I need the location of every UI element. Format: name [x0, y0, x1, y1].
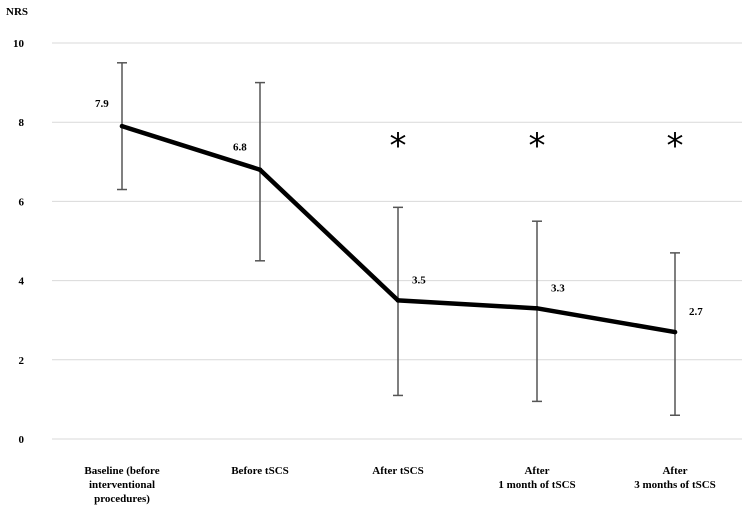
significance-star-2: *	[390, 126, 407, 166]
x-tick-label-line: Before tSCS	[231, 465, 289, 477]
y-axis-label: NRS	[6, 6, 28, 18]
x-tick-label-line: procedures)	[94, 493, 150, 505]
data-point-0	[119, 123, 125, 129]
series-line	[119, 123, 678, 335]
series-segment-0	[119, 123, 263, 172]
significance-star-4: *	[667, 126, 684, 166]
x-axis-ticks: Baseline (before interventional procedures…	[84, 465, 715, 505]
x-tick-label-line: After	[662, 465, 687, 477]
significance-markers: * * *	[390, 126, 684, 166]
data-label-3: 3.3	[551, 282, 565, 294]
series-segment-3	[534, 306, 678, 335]
x-tick-label-line: After	[524, 465, 549, 477]
data-label-2: 3.5	[412, 274, 426, 286]
x-tick-label-line: interventional	[89, 479, 155, 491]
x-tick-label-1: Before tSCS	[231, 465, 289, 477]
grid-lines	[52, 42, 742, 440]
data-labels: 7.9 6.8 3.5 3.3 2.7	[95, 98, 703, 318]
x-tick-label-2: After tSCS	[372, 465, 423, 477]
data-label-4: 2.7	[689, 306, 703, 318]
y-tick-label: 8	[19, 117, 25, 129]
series-segment-2	[395, 298, 540, 311]
x-tick-label-0: Baseline (before interventional procedures…	[84, 465, 159, 505]
x-tick-label-line: 1 month of tSCS	[498, 479, 575, 491]
y-axis-ticks: 0 2 4 6 8 10	[13, 38, 25, 446]
error-bars	[117, 62, 680, 416]
data-point-2	[395, 298, 401, 303]
data-point-3	[534, 306, 540, 311]
data-point-4	[672, 329, 678, 335]
error-bar-3	[532, 220, 542, 403]
x-tick-label-3: After 1 month of tSCS	[498, 465, 575, 491]
y-tick-label: 10	[13, 38, 25, 50]
series-segment-1	[257, 167, 401, 303]
y-tick-label: 4	[19, 276, 25, 288]
x-tick-label-line: 3 months of tSCS	[634, 479, 716, 491]
data-label-0: 7.9	[95, 98, 109, 110]
y-tick-label: 6	[19, 196, 25, 208]
data-point-1	[257, 167, 263, 172]
y-tick-label: 2	[19, 355, 25, 367]
y-tick-label: 0	[19, 434, 25, 446]
x-tick-label-4: After 3 months of tSCS	[634, 465, 716, 491]
data-label-1: 6.8	[233, 142, 247, 154]
x-tick-label-line: Baseline (before	[84, 465, 159, 477]
significance-star-3: *	[529, 126, 546, 166]
x-tick-label-line: After tSCS	[372, 465, 423, 477]
